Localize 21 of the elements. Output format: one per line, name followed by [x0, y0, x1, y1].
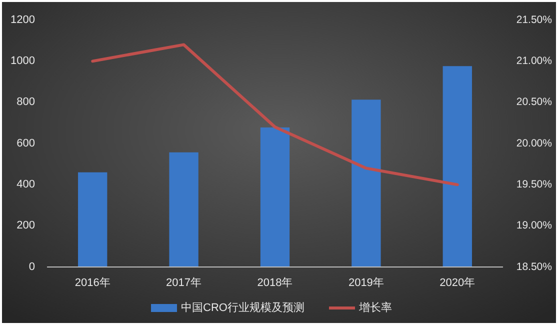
x-tick-label: 2020年 [440, 276, 476, 289]
y2-tick-label: 18.50% [516, 260, 552, 273]
y-tick-label: 800 [16, 96, 35, 108]
y-tick-label: 400 [16, 178, 35, 191]
legend-label: 增长率 [358, 300, 392, 314]
y2-tick-label: 19.50% [516, 178, 552, 190]
y2-tick-label: 21.00% [516, 54, 552, 67]
y-tick-label: 1000 [10, 55, 35, 68]
x-tick-label: 2016年 [74, 276, 110, 289]
y-tick-label: 600 [16, 137, 35, 150]
y2-tick-label: 21.50% [516, 14, 552, 26]
x-tick-label: 2018年 [257, 276, 293, 289]
y2-tick-label: 20.50% [516, 96, 552, 108]
x-tick-label: 2017年 [166, 276, 202, 289]
y2-tick-label: 20.00% [516, 137, 552, 150]
y-tick-label: 200 [16, 220, 35, 232]
legend-label: 中国CRO行业规模及预测 [181, 300, 304, 314]
y-tick-label: 0 [28, 260, 35, 273]
y-tick-label: 1200 [10, 14, 35, 26]
y2-tick-label: 19.00% [516, 220, 552, 232]
x-tick-label: 2019年 [348, 276, 384, 289]
